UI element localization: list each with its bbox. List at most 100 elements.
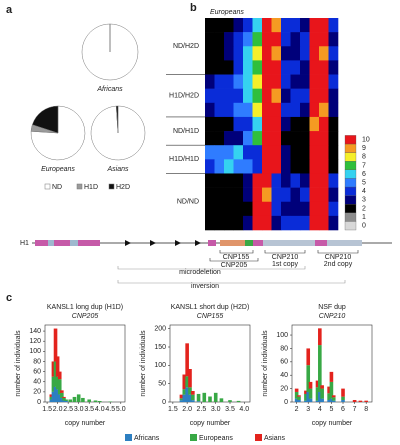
heatmap-cell <box>271 102 282 118</box>
heatmap-cell <box>309 215 320 231</box>
segment <box>253 240 263 246</box>
heatmap-cell <box>309 32 320 47</box>
colorbar-label: 5 <box>362 180 366 187</box>
heatmap-cell <box>271 46 282 61</box>
heatmap-cell <box>319 18 329 33</box>
heatmap-cell <box>300 173 310 188</box>
heatmap-cell <box>328 88 339 104</box>
heatmap-cell <box>271 215 282 231</box>
heatmap-cell <box>252 173 263 188</box>
bar-segment <box>202 392 207 402</box>
heatmap-cell <box>205 46 215 61</box>
bar-segment <box>213 392 218 402</box>
heatmap-cell <box>224 145 234 160</box>
legend-label: H2D <box>116 184 130 191</box>
cnp-label: 2nd copy <box>324 261 353 268</box>
heatmap-cell <box>233 102 244 118</box>
heatmap-cell <box>262 46 272 61</box>
heatmap-cell <box>319 131 329 146</box>
heatmap-cell <box>328 74 339 89</box>
segment <box>35 240 100 246</box>
bar-segment <box>51 376 56 392</box>
y-tick-label: 60 <box>280 359 288 366</box>
y-tick-label: 80 <box>33 358 41 365</box>
heatmap-cell <box>290 159 301 174</box>
heatmap-cell <box>233 74 244 89</box>
heatmap-cell <box>205 102 215 118</box>
bar-segment <box>188 387 192 395</box>
bar-segment <box>191 394 195 401</box>
plot-frame <box>169 324 251 403</box>
x-axis-label: copy number <box>65 420 106 427</box>
heatmap-cell <box>300 131 310 146</box>
heatmap-cell <box>319 173 329 188</box>
heatmap-cell <box>290 46 301 61</box>
bar-segment <box>304 390 308 394</box>
bar-segment <box>327 386 331 394</box>
heatmap-cell <box>252 88 263 104</box>
bar-segment <box>318 328 322 346</box>
legend-swatch <box>108 183 115 190</box>
colorbar-cell <box>344 169 357 179</box>
heatmap-cell <box>319 159 329 174</box>
heatmap-cell <box>290 88 301 104</box>
heatmap-cell <box>252 215 263 231</box>
row-group-label: H1D/H1D <box>169 156 199 163</box>
pie-label: Asians <box>106 166 129 173</box>
bar-segment <box>97 400 102 402</box>
heatmap-cell <box>319 116 329 132</box>
cnp-label: CNP210 <box>325 254 352 261</box>
heatmap-cell <box>233 88 244 104</box>
heatmap-cell <box>290 173 301 188</box>
heatmap-cell <box>262 102 272 118</box>
bar-segment <box>341 399 345 402</box>
y-axis-label: number of individuals <box>15 330 22 397</box>
segment <box>245 240 253 246</box>
segment <box>263 240 315 246</box>
heatmap-cell <box>281 173 291 188</box>
bar-segment <box>308 381 313 389</box>
heatmap-cell <box>214 131 225 146</box>
bar-segment <box>306 365 311 392</box>
heatmap-cell <box>328 102 339 118</box>
bar-segment <box>308 388 313 399</box>
bracket <box>117 266 346 284</box>
bar-segment <box>341 388 345 397</box>
bar-segment <box>308 398 313 402</box>
chart-title: NSF dup <box>318 304 346 311</box>
bar-segment <box>185 387 189 402</box>
heatmap-cell <box>205 173 215 188</box>
heatmap-cell <box>271 131 282 146</box>
heatmap-cell <box>281 74 291 89</box>
bar-segment <box>57 394 62 402</box>
heatmap-cell <box>319 74 329 89</box>
heatmap-cell <box>224 18 234 33</box>
heatmap-cell <box>224 88 234 104</box>
region-label: microdeletion <box>179 269 221 276</box>
heatmap-title: Europeans <box>210 9 244 16</box>
bar-segment <box>352 399 357 402</box>
heatmap-cell <box>309 102 320 118</box>
heatmap-cell <box>243 215 253 231</box>
heatmap-cell <box>224 187 234 203</box>
x-tick-label: 7 <box>353 406 357 413</box>
heatmap-cell <box>319 102 329 118</box>
y-tick-label: 0 <box>37 399 41 406</box>
legend-swatch <box>125 434 132 441</box>
x-tick-label: 4 <box>318 406 322 413</box>
panel-label: a <box>6 4 13 16</box>
heatmap-cell <box>224 215 234 231</box>
heatmap-cell <box>309 145 320 160</box>
bar-segment <box>49 394 54 397</box>
bar-segment <box>331 395 336 398</box>
bar-segment <box>179 400 184 402</box>
heatmap-cell <box>271 145 282 160</box>
heatmap-cell <box>281 145 291 160</box>
heatmap-cell <box>214 187 225 203</box>
heatmap-cell <box>214 32 225 47</box>
heatmap-cell <box>281 60 291 75</box>
heatmap-cell <box>290 102 301 118</box>
heatmap-cell <box>319 215 329 231</box>
heatmap-cell <box>243 173 253 188</box>
